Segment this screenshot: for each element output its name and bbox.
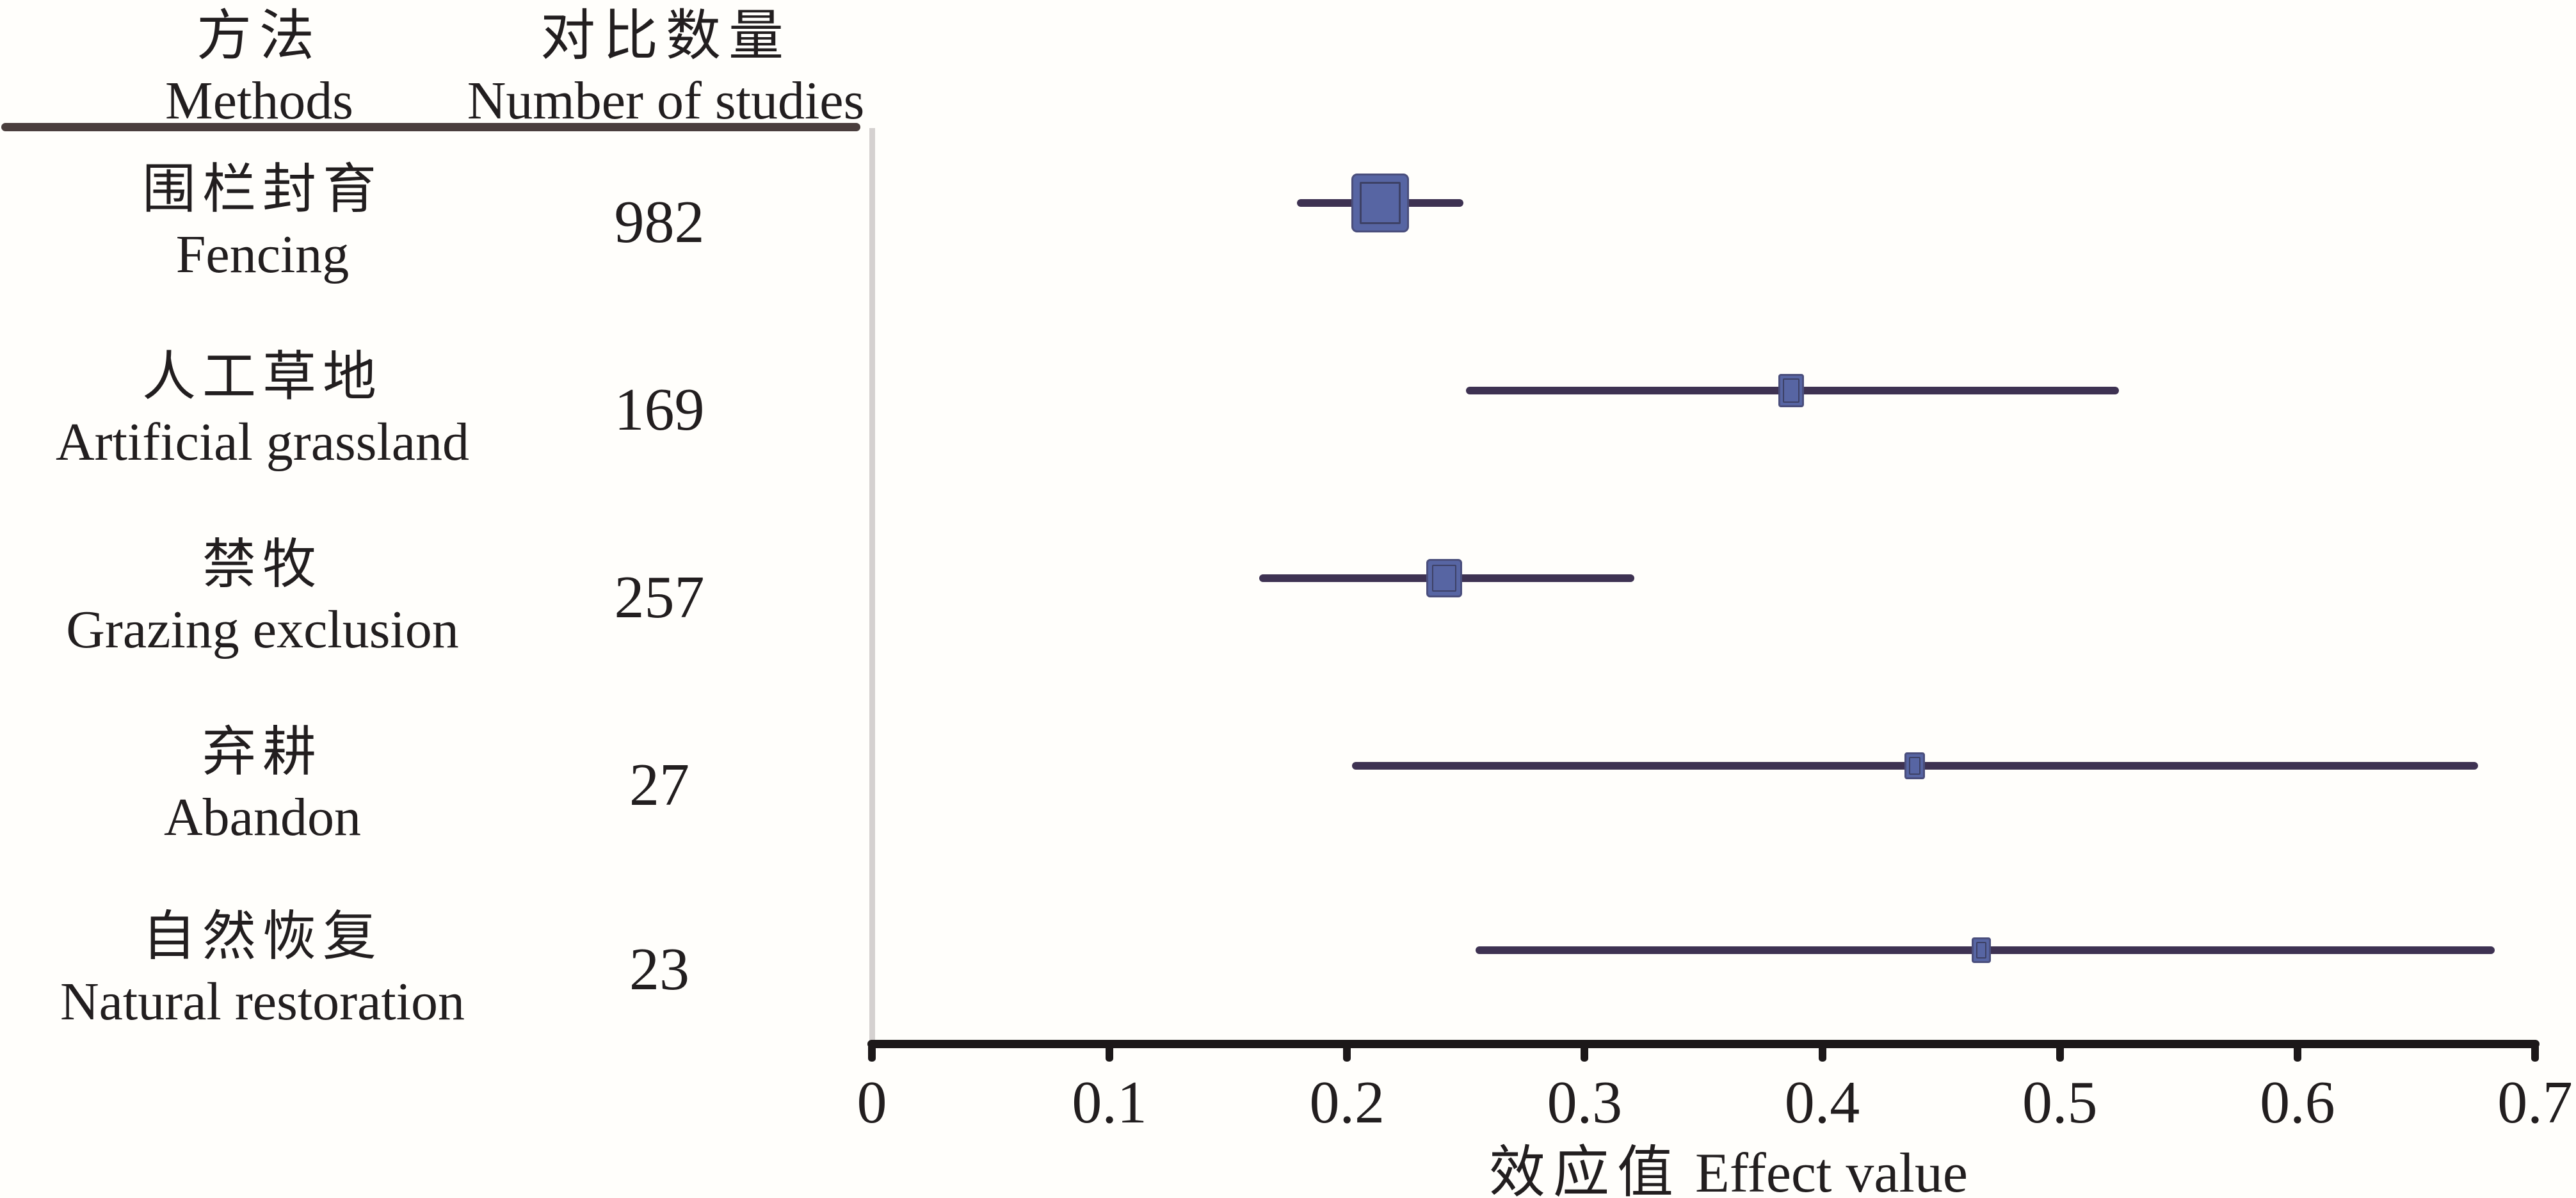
x-axis-tick	[2056, 1044, 2064, 1062]
number-of-studies-value: 982	[614, 189, 705, 255]
x-axis-tick-label: 0	[857, 1069, 887, 1136]
effect-size-marker-inner-outline	[1783, 378, 1800, 403]
method-label-en: Artificial grassland	[55, 412, 470, 472]
x-axis-tick-label: 0.7	[2497, 1069, 2573, 1136]
effect-size-marker-inner-outline	[1909, 757, 1921, 775]
x-axis-title-zh: 效应值	[1489, 1142, 1682, 1198]
method-label-en: Natural restoration	[60, 972, 465, 1032]
methods-header-en: Methods	[165, 71, 353, 131]
method-label-zh: 人工草地	[141, 348, 383, 407]
zero-reference-line	[869, 128, 875, 1041]
method-label-zh: 围栏封育	[141, 160, 383, 220]
number-header-zh: 对比数量	[540, 5, 791, 67]
x-axis-tick-label: 0.1	[1072, 1069, 1147, 1136]
x-axis-tick	[2531, 1044, 2539, 1062]
effect-size-marker	[1351, 174, 1410, 232]
x-axis-title: 效应值 Effect value	[1344, 1127, 2113, 1198]
x-axis-title-en-text: Effect value	[1695, 1142, 1968, 1198]
method-label: 围栏封育 Fencing	[26, 158, 499, 287]
number-header-en: Number of studies	[467, 71, 865, 131]
x-axis-tick	[1106, 1044, 1114, 1062]
method-label: 禁牧 Grazing exclusion	[26, 533, 499, 662]
effect-size-marker-inner-outline	[1976, 942, 1987, 959]
effect-size-marker	[1778, 374, 1805, 407]
effect-size-marker-inner-outline	[1360, 182, 1401, 224]
method-label: 自然恢复 Natural restoration	[26, 905, 499, 1034]
effect-size-marker	[1426, 559, 1463, 597]
number-of-studies-value: 169	[614, 376, 705, 443]
method-label-zh: 弃耕	[202, 723, 323, 782]
methods-header-zh: 方法	[197, 5, 322, 67]
column-header-methods: 方法 Methods	[35, 3, 483, 133]
x-axis-tick-label: 0.2	[1309, 1069, 1385, 1136]
number-of-studies-value: 23	[629, 936, 689, 1003]
header-rule	[1, 123, 860, 131]
x-axis-tick	[868, 1044, 876, 1062]
method-label: 弃耕 Abandon	[26, 720, 499, 850]
effect-size-marker	[1904, 752, 1926, 779]
x-axis-tick	[1818, 1044, 1826, 1062]
method-label-zh: 自然恢复	[141, 907, 383, 967]
method-label-en: Grazing exclusion	[66, 600, 459, 660]
x-axis-tick-label: 0.5	[2022, 1069, 2098, 1136]
x-axis-tick	[2293, 1044, 2301, 1062]
column-header-number-of-studies: 对比数量 Number of studies	[423, 3, 909, 133]
x-axis-tick	[1343, 1044, 1351, 1062]
effect-size-marker-inner-outline	[1432, 565, 1457, 592]
x-axis-tick-label: 0.4	[1784, 1069, 1860, 1136]
method-label: 人工草地 Artificial grassland	[26, 345, 499, 474]
x-axis-tick-label: 0.3	[1547, 1069, 1623, 1136]
x-axis-line	[867, 1040, 2540, 1048]
effect-size-marker	[1972, 937, 1992, 963]
number-of-studies-value: 27	[629, 752, 689, 818]
x-axis-tick	[1581, 1044, 1589, 1062]
x-axis-tick-label: 0.6	[2260, 1069, 2335, 1136]
method-label-en: Abandon	[164, 788, 361, 847]
method-label-en: Fencing	[175, 225, 350, 284]
number-of-studies-value: 257	[614, 564, 705, 631]
method-label-zh: 禁牧	[202, 535, 323, 595]
